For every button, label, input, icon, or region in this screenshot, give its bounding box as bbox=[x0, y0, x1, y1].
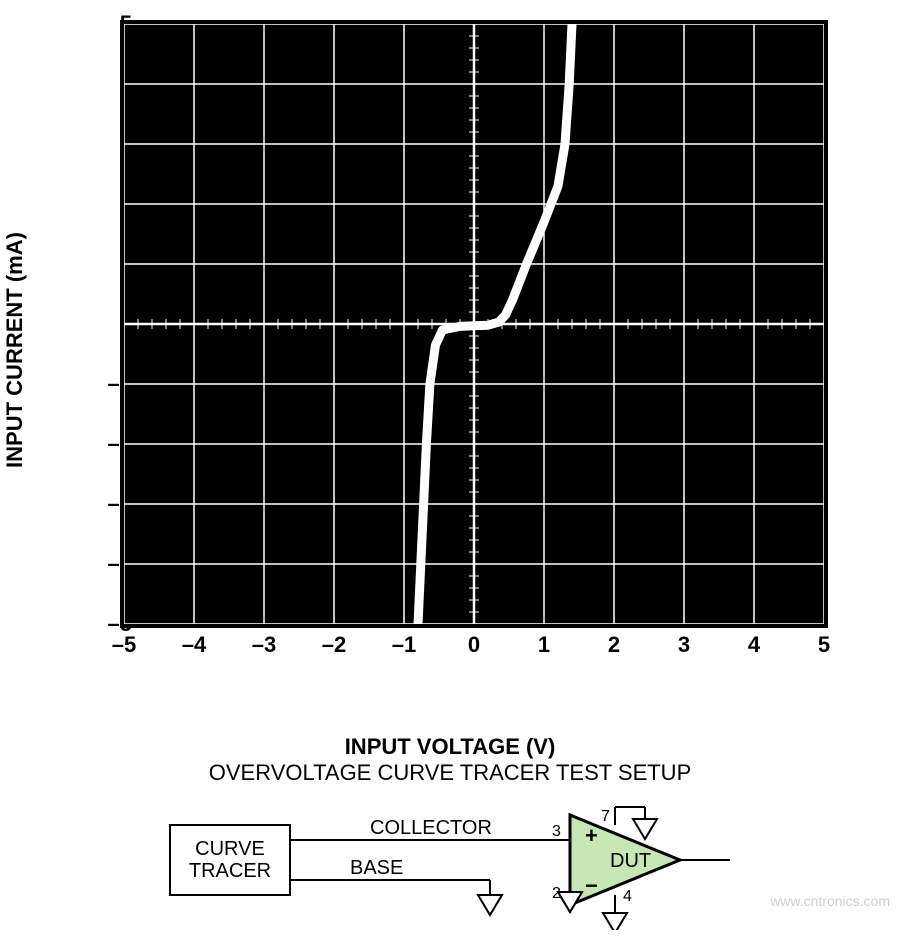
xtick: 5 bbox=[794, 632, 854, 658]
xtick: 2 bbox=[584, 632, 644, 658]
xtick: –4 bbox=[164, 632, 224, 658]
svg-text:+: + bbox=[585, 823, 598, 848]
svg-text:CURVE: CURVE bbox=[195, 838, 265, 860]
circuit-diagram: CURVETRACER+−DUTCOLLECTOR3BASE274 bbox=[130, 800, 770, 930]
iv-chart: INPUT CURRENT (mA) 5 4 3 2 1 0 –1 –2 –3 … bbox=[50, 10, 850, 690]
svg-text:BASE: BASE bbox=[350, 857, 403, 879]
xtick: –3 bbox=[234, 632, 294, 658]
xtick: 0 bbox=[444, 632, 504, 658]
svg-text:DUT: DUT bbox=[610, 850, 651, 872]
diagram-svg: CURVETRACER+−DUTCOLLECTOR3BASE274 bbox=[130, 800, 770, 930]
xtick: 3 bbox=[654, 632, 714, 658]
xtick: –1 bbox=[374, 632, 434, 658]
svg-text:COLLECTOR: COLLECTOR bbox=[370, 817, 492, 839]
xtick: –2 bbox=[304, 632, 364, 658]
plot-svg bbox=[124, 24, 824, 624]
svg-text:TRACER: TRACER bbox=[189, 860, 271, 882]
svg-text:−: − bbox=[585, 873, 598, 898]
svg-text:7: 7 bbox=[601, 808, 610, 825]
svg-text:3: 3 bbox=[552, 823, 561, 840]
page-root: INPUT CURRENT (mA) 5 4 3 2 1 0 –1 –2 –3 … bbox=[0, 0, 900, 944]
svg-text:4: 4 bbox=[623, 888, 632, 905]
plot-area bbox=[120, 20, 828, 628]
diagram-title: OVERVOLTAGE CURVE TRACER TEST SETUP bbox=[209, 760, 692, 786]
xtick: –5 bbox=[94, 632, 154, 658]
watermark: www.cntronics.com bbox=[770, 893, 890, 909]
xtick: 1 bbox=[514, 632, 574, 658]
xtick: 4 bbox=[724, 632, 784, 658]
y-axis-label: INPUT CURRENT (mA) bbox=[2, 232, 28, 468]
x-axis-label: INPUT VOLTAGE (V) bbox=[345, 734, 556, 760]
